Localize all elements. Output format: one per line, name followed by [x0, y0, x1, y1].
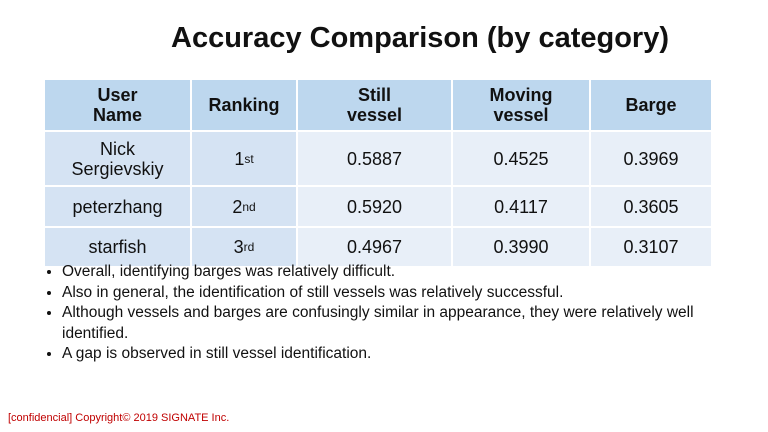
user-name: starfish	[88, 237, 147, 257]
user-cell: peterzhang	[45, 187, 190, 226]
score-cell: 0.3990	[453, 228, 589, 266]
rank-number: 1	[234, 148, 245, 169]
rank-number: 3	[233, 237, 244, 257]
header-cell: Barge	[591, 80, 711, 130]
bullet: Overall, identifying barges was relative…	[62, 262, 762, 283]
score-cell: 0.5887	[298, 132, 451, 185]
rank-suffix: rd	[243, 240, 255, 254]
user-name: peterzhang	[72, 196, 163, 217]
header-cell: Still vessel	[298, 80, 451, 130]
rank-suffix: nd	[242, 199, 256, 214]
score-cell: 0.4117	[453, 187, 589, 226]
header-cell: Ranking	[192, 80, 296, 130]
user-cell: Nick Sergievskiy	[45, 132, 190, 185]
bullet: Although vessels and barges are confusin…	[62, 303, 762, 344]
score-cell: 0.4525	[453, 132, 589, 185]
score-cell: 0.5920	[298, 187, 451, 226]
user-name: Nick Sergievskiy	[71, 138, 164, 179]
bullet: Also in general, the identification of s…	[62, 283, 762, 304]
header-text: Ranking	[208, 95, 280, 115]
score-cell: 0.3605	[591, 187, 711, 226]
score-cell: 0.3969	[591, 132, 711, 185]
rank-number: 2	[232, 196, 243, 217]
bullet-list: Overall, identifying barges was relative…	[20, 262, 762, 365]
score-cell: 0.4967	[298, 228, 451, 266]
header-text: Moving vessel	[489, 85, 553, 125]
rank-suffix: st	[244, 151, 254, 166]
header-cell: Moving vessel	[453, 80, 589, 130]
results-table: User Name Ranking Still vessel Moving ve…	[45, 80, 711, 266]
header-text: Still vessel	[346, 85, 403, 125]
header-text: Barge	[625, 95, 677, 115]
header-text: User Name	[92, 85, 143, 125]
bullet: A gap is observed in still vessel identi…	[62, 344, 762, 365]
score-cell: 0.3107	[591, 228, 711, 266]
slide-title: Accuracy Comparison (by category)	[171, 22, 669, 54]
header-cell: User Name	[45, 80, 190, 130]
user-cell: starfish	[45, 228, 190, 266]
footer: [confidencial] Copyright© 2019 SIGNATE I…	[8, 412, 230, 424]
